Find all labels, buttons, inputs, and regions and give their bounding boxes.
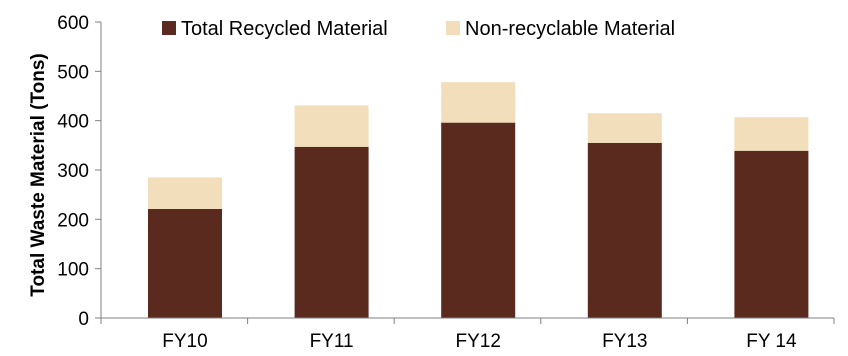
y-tick-label: 200 — [57, 210, 89, 231]
x-tick-label: FY13 — [602, 331, 647, 352]
y-tick-label: 0 — [78, 309, 89, 330]
bar-segment-recycled — [441, 122, 516, 318]
y-tick-label: 300 — [57, 161, 89, 182]
bar-segment-non-recyclable — [587, 113, 662, 143]
x-tick-label: FY10 — [162, 331, 207, 352]
bar-segment-non-recyclable — [148, 177, 222, 209]
legend-label: Total Recycled Material — [181, 18, 388, 40]
legend: Total Recycled Material Non-recyclable Ma… — [162, 18, 675, 40]
y-tick-label: 500 — [57, 62, 89, 83]
legend-swatch — [162, 21, 176, 35]
bars-layer — [148, 82, 809, 318]
bar-segment-recycled — [294, 146, 369, 318]
legend-swatch — [446, 21, 460, 35]
y-tick-label: 100 — [57, 260, 89, 281]
x-tick-label: FY12 — [455, 331, 500, 352]
bar-segment-non-recyclable — [294, 105, 369, 147]
x-axis-ticks: FY10 FY11 FY12 FY13 FY 14 — [100, 318, 835, 352]
x-tick-label: FY 14 — [746, 331, 797, 352]
bar-segment-non-recyclable — [734, 117, 809, 151]
y-tick-label: 600 — [57, 13, 89, 34]
x-tick-label: FY11 — [310, 331, 354, 352]
y-tick-label: 400 — [57, 112, 89, 133]
y-axis-title: Total Waste Material (Tons) — [28, 53, 49, 297]
bar-segment-recycled — [734, 150, 809, 318]
legend-label: Non-recyclable Material — [465, 18, 675, 40]
bar-segment-recycled — [148, 208, 222, 318]
y-axis-ticks: 0 100 200 300 400 500 600 — [57, 13, 101, 330]
bar-segment-non-recyclable — [441, 82, 516, 123]
bar-segment-recycled — [587, 142, 662, 318]
